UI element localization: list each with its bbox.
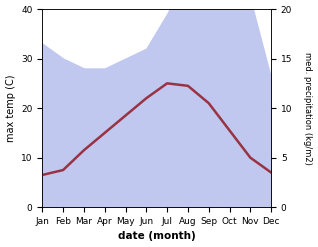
Y-axis label: med. precipitation (kg/m2): med. precipitation (kg/m2) [303,52,313,165]
X-axis label: date (month): date (month) [118,231,196,242]
Y-axis label: max temp (C): max temp (C) [5,74,16,142]
